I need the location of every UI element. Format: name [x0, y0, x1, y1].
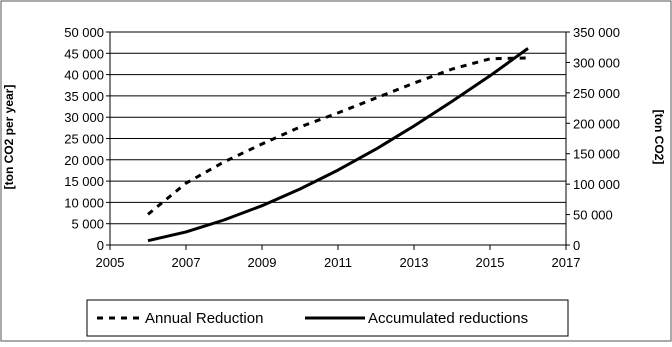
y2-tick-label-3: 150 000 [573, 147, 620, 162]
y-tick-label-3: 15 000 [64, 174, 104, 189]
y-tick-label-7: 35 000 [64, 89, 104, 104]
y-axis-title: [ton CO2 per year] [2, 85, 16, 190]
y2-tick-label-4: 200 000 [573, 116, 620, 131]
x-tick-label-5: 2015 [476, 255, 505, 270]
y2-tick-label-0: 0 [573, 238, 580, 253]
y2-tick-label-5: 250 000 [573, 86, 620, 101]
y2-tick-label-7: 350 000 [573, 25, 620, 40]
x-tick-label-6: 2017 [552, 255, 581, 270]
y-tick-label-6: 30 000 [64, 110, 104, 125]
x-tick-label-3: 2011 [324, 255, 352, 270]
y2-tick-label-6: 300 000 [573, 55, 620, 70]
y-tick-label-0: 0 [97, 238, 104, 253]
legend: Annual Reduction Accumulated reductions [86, 299, 569, 337]
legend-label-annual-reduction: Annual Reduction [145, 310, 263, 327]
x-tick-label-4: 2013 [400, 255, 429, 270]
x-tick-label-0: 2005 [96, 255, 125, 270]
y-tick-label-10: 50 000 [64, 25, 104, 40]
y-tick-label-1: 5 000 [71, 217, 104, 232]
x-tick-label-1: 2007 [172, 255, 201, 270]
y2-tick-label-2: 100 000 [573, 177, 620, 192]
y-tick-label-4: 20 000 [64, 153, 104, 168]
legend-label-accumulated-reductions: Accumulated reductions [368, 310, 528, 327]
y-tick-label-8: 40 000 [64, 68, 104, 83]
y2-axis-title: [ton CO2] [652, 110, 666, 165]
y-tick-label-5: 25 000 [64, 132, 104, 147]
y-tick-label-9: 45 000 [64, 46, 104, 61]
y-tick-label-2: 10 000 [64, 195, 104, 210]
x-tick-label-2: 2009 [248, 255, 277, 270]
series-line-annual-reduction [147, 56, 529, 216]
series-line-accumulated-reductions [147, 47, 529, 243]
y2-tick-label-1: 50 000 [573, 208, 613, 223]
